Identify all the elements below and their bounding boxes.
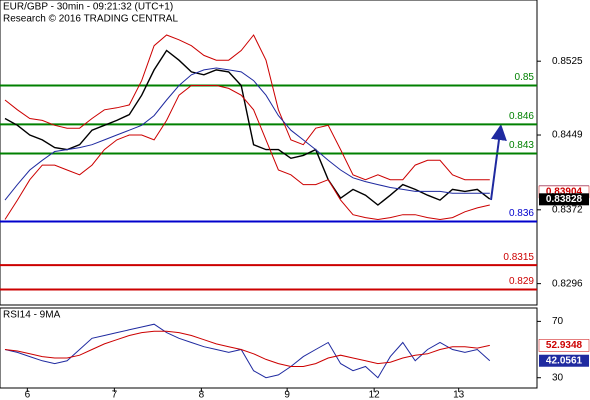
y-tick-label: 0.8449 — [552, 130, 583, 141]
forecast-arrow — [490, 124, 507, 201]
chart-title: EUR/GBP - 30min - 09:21:32 (UTC+1) — [3, 2, 173, 13]
y-tick-label: 0.8372 — [552, 204, 583, 215]
y-tick-label: 70 — [552, 316, 564, 327]
series-line — [4, 67, 490, 201]
y-tick-label: 0.8296 — [552, 278, 583, 289]
level-label: 0.8315 — [503, 252, 534, 263]
series-line — [4, 323, 491, 379]
level-label: 0.846 — [509, 111, 534, 122]
level-label: 0.85 — [515, 72, 535, 83]
series-line — [4, 330, 490, 367]
series-line — [4, 49, 491, 206]
level-label: 0.829 — [509, 276, 534, 287]
series-line — [4, 85, 490, 221]
x-tick-label: 13 — [453, 390, 465, 400]
level-label: 0.843 — [509, 140, 534, 151]
x-tick-label: 12 — [369, 390, 381, 400]
price-marker-label: 0.83904 — [546, 187, 583, 198]
price-marker-label: 0.83828 — [546, 194, 583, 205]
chart-subtitle: Research © 2016 TRADING CENTRAL — [3, 14, 178, 25]
rsi-panel — [0, 307, 538, 389]
x-tick-label: 9 — [284, 390, 290, 400]
price-marker-box — [538, 339, 590, 352]
x-tick-label: 8 — [199, 390, 205, 400]
price-marker-label: 52.9348 — [546, 340, 583, 351]
x-tick-label: 7 — [112, 390, 118, 400]
rsi-title: RSI14 - 9MA — [3, 310, 61, 321]
price-marker-label: 42.0561 — [546, 355, 583, 366]
level-label: 0.836 — [509, 208, 534, 219]
series-line — [4, 34, 490, 181]
y-tick-label: 30 — [552, 372, 564, 383]
x-tick-label: 6 — [25, 390, 31, 400]
price-marker-box — [539, 354, 589, 367]
y-tick-label: 0.8525 — [552, 56, 583, 67]
price-marker-box — [539, 193, 589, 206]
